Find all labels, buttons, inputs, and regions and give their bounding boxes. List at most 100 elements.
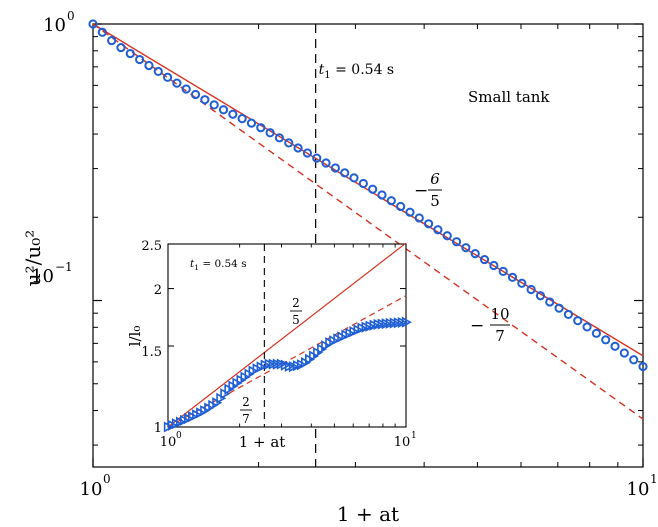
main-data-point xyxy=(414,213,424,223)
main-data-point xyxy=(162,72,173,82)
main-data-point xyxy=(237,114,247,124)
main-slope-solid-minus: − xyxy=(414,181,428,201)
main-data-point xyxy=(526,284,536,295)
main-data-point xyxy=(209,100,219,110)
main-data-point xyxy=(349,173,359,183)
inset-x-axis-label: 1 + at xyxy=(239,433,286,451)
main-slope-label-dashed: − 10 7 xyxy=(470,305,510,345)
main-data-point xyxy=(153,66,163,77)
inset-slope-label-dashed: 2 7 xyxy=(240,395,252,426)
main-panel: t1 = 0.54 s Small tank − 6 5 − 10 7 10 0… xyxy=(21,9,658,526)
main-data-point xyxy=(545,297,555,307)
main-data-point xyxy=(442,231,452,241)
main-reference-line-solid xyxy=(92,23,644,357)
main-xtick-label-10: 10 xyxy=(627,479,650,500)
main-data-point xyxy=(591,328,601,338)
main-data-point xyxy=(368,184,378,194)
main-vline-label-sym: t xyxy=(319,62,325,78)
inset-panel: t1 = 0.54 s 2 5 2 7 2.5 2 1.5 1 10 0 10 … xyxy=(126,239,417,451)
main-data-point xyxy=(377,190,387,200)
main-data-point xyxy=(535,291,546,301)
main-vline-label: t1 = 0.54 s xyxy=(319,62,394,81)
main-plot-frame xyxy=(92,23,644,468)
main-ytick-label-1-exp: 0 xyxy=(67,9,75,23)
inset-xtick-label-10: 10 xyxy=(394,435,411,450)
main-xtick-label-1-exp: 0 xyxy=(103,472,111,486)
main-data-point xyxy=(396,201,406,212)
inset-xtick-label-10-exp: 1 xyxy=(411,431,417,441)
main-slope-dashed-minus: − xyxy=(470,316,484,336)
inset-xtick-label-1: 10 xyxy=(160,435,177,450)
main-data-point xyxy=(97,27,107,37)
inset-y-axis-label: l/l₀ xyxy=(126,326,144,347)
main-data-point xyxy=(470,249,480,259)
main-data-point xyxy=(181,84,191,94)
inset-vline-label: t1 = 0.54 s xyxy=(190,258,247,272)
inset-ytick-label-2p5: 2.5 xyxy=(141,239,162,254)
main-data-point xyxy=(190,89,201,100)
main-data-point xyxy=(423,219,434,229)
inset-slope-dashed-num: 2 xyxy=(242,395,250,409)
main-data-point xyxy=(610,341,620,351)
main-data-point xyxy=(274,133,285,143)
main-data-point xyxy=(433,225,443,235)
inset-vline-label-sym: t xyxy=(190,258,195,270)
main-data-point xyxy=(256,123,266,133)
main-data-point xyxy=(479,254,490,265)
main-data-point xyxy=(228,109,238,119)
main-data-point xyxy=(358,178,368,189)
main-data-point xyxy=(461,243,471,253)
main-data-point xyxy=(218,105,229,115)
main-series-circles xyxy=(88,19,648,372)
inset-ytick-label-2: 2 xyxy=(154,283,162,298)
main-data-point xyxy=(88,19,98,29)
main-data-point xyxy=(489,260,499,271)
main-data-point xyxy=(284,138,294,148)
main-slope-dashed-num: 10 xyxy=(490,305,509,323)
inset-data-point xyxy=(401,316,412,328)
main-data-point xyxy=(340,168,350,178)
inset-ytick-label-1p5: 1.5 xyxy=(141,345,162,360)
main-data-point xyxy=(601,335,611,345)
main-data-point xyxy=(246,118,257,128)
main-data-point xyxy=(517,278,527,288)
main-xtick-label-10-exp: 1 xyxy=(650,472,658,486)
main-data-point xyxy=(582,322,592,332)
main-data-point xyxy=(638,361,648,372)
main-data-point xyxy=(386,196,396,206)
inset-slope-solid-num: 2 xyxy=(292,296,300,310)
main-slope-solid-num: 6 xyxy=(430,170,440,188)
main-data-point xyxy=(330,163,340,173)
main-data-point xyxy=(629,355,639,365)
main-x-axis-label: 1 + at xyxy=(337,502,399,526)
main-ytick-label-0p1-exp: −1 xyxy=(55,260,73,274)
main-reference-line-dashed xyxy=(92,23,644,420)
main-data-point xyxy=(563,309,574,320)
main-data-point xyxy=(405,207,415,217)
main-data-point xyxy=(573,316,583,326)
main-data-point xyxy=(125,48,135,59)
inset-series-triangles xyxy=(163,316,412,433)
main-data-point xyxy=(451,237,462,247)
main-data-point xyxy=(107,35,117,46)
main-data-point xyxy=(554,303,564,313)
main-vline-label-rest: = 0.54 s xyxy=(331,62,394,78)
main-data-point xyxy=(312,153,322,163)
main-slope-solid-den: 5 xyxy=(430,192,440,210)
inset-reference-line-solid xyxy=(167,242,407,428)
main-data-point xyxy=(135,54,145,65)
main-ytick-label-0p1: 10 xyxy=(31,266,54,287)
main-data-point xyxy=(116,42,126,53)
inset-ticks xyxy=(168,243,406,428)
main-data-point xyxy=(302,148,313,158)
inset-ytick-label-1: 1 xyxy=(154,421,162,436)
inset-slope-dashed-den: 7 xyxy=(242,412,250,426)
main-y-axis-label: u²/u₀² xyxy=(21,230,45,287)
main-data-point xyxy=(619,348,629,358)
inset-slope-label-solid: 2 5 xyxy=(290,296,302,327)
main-annotation-small-tank: Small tank xyxy=(468,88,550,106)
main-data-point xyxy=(172,78,182,88)
main-slope-dashed-den: 7 xyxy=(495,327,505,345)
main-data-point xyxy=(321,158,331,168)
